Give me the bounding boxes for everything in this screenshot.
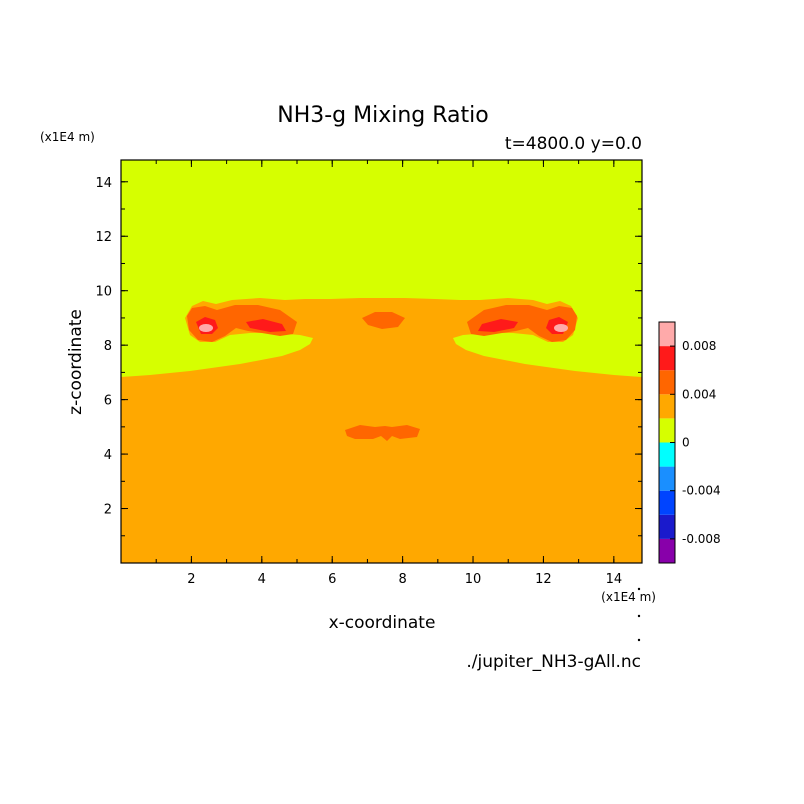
field-cloud-tops bbox=[345, 425, 420, 441]
x-tick-label: 14 bbox=[606, 572, 623, 587]
x-ticks: 2 4 6 8 10 12 14 bbox=[120, 160, 623, 587]
field-cloud-cores bbox=[246, 319, 286, 332]
x-tick-label: 6 bbox=[328, 572, 336, 587]
colorbar-tick-label: -0.008 bbox=[682, 532, 721, 546]
colorbar-swatch bbox=[659, 442, 675, 467]
colorbar-tick-label: 0 bbox=[682, 436, 690, 450]
chart-title: NH3-g Mixing Ratio bbox=[277, 103, 489, 128]
colorbar-tick-label: 0.004 bbox=[682, 387, 716, 401]
y-tick-label: 2 bbox=[104, 503, 112, 518]
colorbar-swatch bbox=[659, 538, 675, 563]
y-unit-label: (x1E4 m) bbox=[40, 130, 95, 144]
colorbar-tick-label: -0.004 bbox=[682, 484, 721, 498]
chart-subtitle: t=4800.0 y=0.0 bbox=[505, 134, 642, 154]
y-tick-label: 6 bbox=[104, 394, 112, 409]
colorbar-swatch bbox=[659, 418, 675, 443]
file-path-label: ./jupiter_NH3-gAll.nc bbox=[466, 652, 641, 672]
dot-marker bbox=[637, 587, 641, 591]
contour-field bbox=[121, 160, 642, 563]
field-cloud-peaks bbox=[199, 324, 213, 332]
field-cloud-tops bbox=[362, 312, 405, 329]
plot-area: 2 4 6 8 10 12 14 2 4 6 8 10 12 14 bbox=[95, 159, 643, 587]
field-cloud-tops bbox=[467, 305, 577, 342]
x-axis-label: x-coordinate bbox=[329, 613, 436, 633]
y-tick-label: 8 bbox=[104, 339, 112, 354]
colorbar-swatch bbox=[659, 322, 675, 347]
plot-frame bbox=[120, 159, 643, 564]
x-unit-label: (x1E4 m) bbox=[601, 590, 656, 604]
y-ticks: 2 4 6 8 10 12 14 bbox=[95, 176, 642, 564]
x-tick-label: 2 bbox=[187, 572, 195, 587]
x-tick-label: 4 bbox=[258, 572, 266, 587]
colorbar-swatch bbox=[659, 466, 675, 491]
colorbar-swatch bbox=[659, 394, 675, 419]
colorbar-swatch bbox=[659, 514, 675, 539]
colorbar-swatch bbox=[659, 490, 675, 515]
dot-marker bbox=[637, 638, 641, 642]
y-tick-label: 4 bbox=[104, 448, 112, 463]
y-tick-label: 12 bbox=[95, 230, 112, 245]
y-axis-label: z-coordinate bbox=[66, 309, 86, 415]
dot-marker bbox=[637, 614, 641, 618]
y-tick-label: 14 bbox=[95, 176, 112, 191]
y-tick-label: 10 bbox=[95, 285, 112, 300]
field-cloud-peaks bbox=[554, 324, 568, 332]
x-tick-label: 10 bbox=[465, 572, 482, 587]
colorbar: 0.008 0.004 0 -0.004 -0.008 bbox=[658, 321, 721, 564]
field-cloud-tops bbox=[187, 305, 297, 342]
field-cloud-cores bbox=[478, 319, 518, 332]
x-tick-label: 8 bbox=[398, 572, 406, 587]
colorbar-swatch bbox=[659, 346, 675, 371]
x-tick-label: 12 bbox=[535, 572, 552, 587]
dot-markers bbox=[637, 587, 641, 642]
colorbar-swatch bbox=[659, 370, 675, 395]
colorbar-tick-label: 0.008 bbox=[682, 339, 716, 353]
